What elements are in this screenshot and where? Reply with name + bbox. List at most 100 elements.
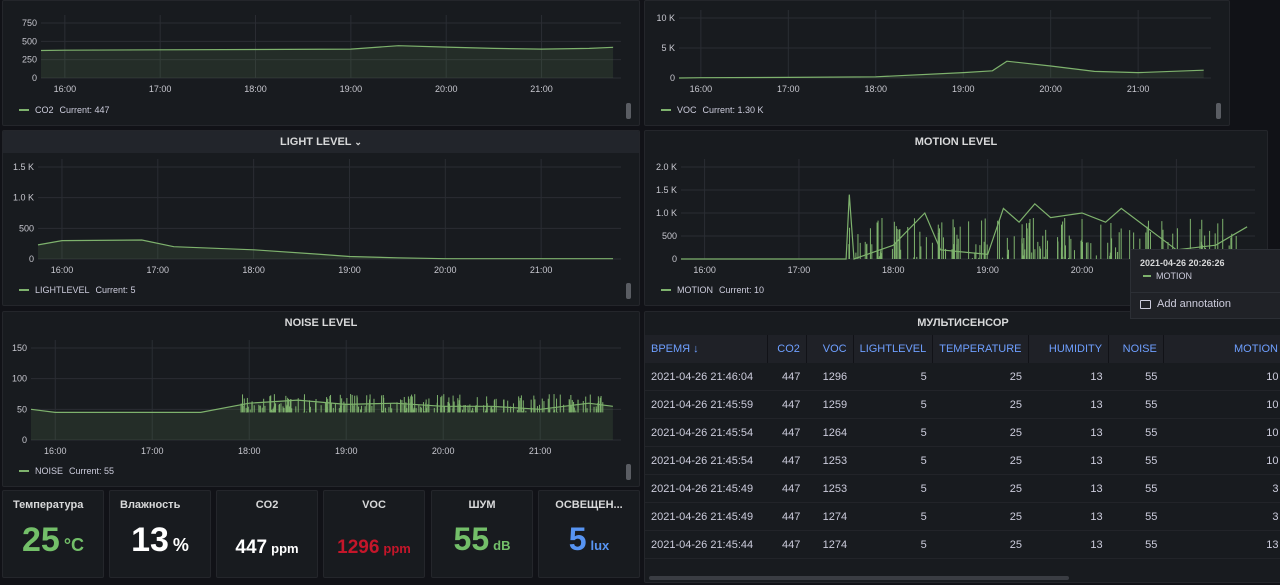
table-cell: 1253 bbox=[806, 446, 854, 475]
table-cell: 5 bbox=[853, 418, 933, 447]
table-cell: 10 bbox=[1163, 446, 1280, 475]
stat-unit: lux bbox=[590, 538, 610, 553]
stat-number: 5 bbox=[568, 521, 587, 557]
stat-title: Температура bbox=[13, 499, 84, 511]
stat-unit: ppm bbox=[383, 541, 411, 556]
table-cell: 13 bbox=[1028, 390, 1109, 419]
table-row[interactable]: 2021-04-26 21:45:49 447 1253 5 25 13 55 3 bbox=[645, 474, 1280, 503]
scrollbar[interactable] bbox=[626, 464, 631, 480]
series-area bbox=[38, 240, 613, 259]
table-cell: 55 bbox=[1108, 418, 1164, 447]
table-cell: 3 bbox=[1163, 502, 1280, 531]
table-cell: 25 bbox=[932, 363, 1029, 391]
light-legend[interactable]: LIGHTLEVEL Current: 5 bbox=[19, 285, 136, 295]
series-line bbox=[678, 60, 1204, 79]
x-tick-label: 17:00 bbox=[149, 84, 172, 94]
col-header-time[interactable]: ВРЕМЯ ↓ bbox=[645, 335, 768, 363]
motion-legend[interactable]: MOTION Current: 10 bbox=[661, 285, 764, 295]
table-cell: 5 bbox=[853, 390, 933, 419]
y-tick-label: 1.5 K bbox=[13, 162, 34, 172]
table-cell: 1259 bbox=[806, 390, 854, 419]
stat-panel: CO2 447 ppm bbox=[216, 490, 318, 578]
x-tick-label: 21:00 bbox=[530, 84, 553, 94]
light-panel: LIGHT LEVEL ⌄ 1.5 K 1.0 K 500 0 16:00 17:00 18… bbox=[2, 130, 640, 306]
table-cell: 55 bbox=[1108, 502, 1164, 531]
y-tick-label: 1.0 K bbox=[656, 208, 677, 218]
horizontal-scrollbar[interactable] bbox=[649, 576, 1069, 580]
y-tick-label: 0 bbox=[672, 254, 677, 264]
stat-unit: ppm bbox=[271, 541, 299, 556]
comment-icon bbox=[1140, 299, 1151, 309]
y-tick-label: 5 K bbox=[661, 43, 675, 53]
col-header-temperature[interactable]: TEMPERATURE bbox=[932, 335, 1029, 363]
series-area bbox=[41, 45, 614, 78]
tooltip-series-name: MOTION bbox=[1156, 271, 1192, 281]
legend-series-name: NOISE bbox=[35, 466, 64, 476]
table-cell: 13 bbox=[1028, 363, 1109, 391]
x-tick-label: 18:00 bbox=[238, 446, 261, 456]
stat-number: 447 bbox=[235, 537, 268, 558]
table-cell: 1274 bbox=[806, 530, 854, 559]
stat-value: 13% bbox=[110, 521, 210, 560]
voc-chart: 10 K 5 K 0 16:00 17:00 18:00 19:00 20:00 21:00 bbox=[656, 10, 1211, 94]
table-cell: 5 bbox=[853, 446, 933, 475]
co2-chart: 750 500 250 0 16:00 17:00 18:00 19:00 20:00 21:00 bbox=[22, 15, 621, 94]
x-tick-label: 21:00 bbox=[529, 446, 552, 456]
add-annotation-button[interactable]: Add annotation bbox=[1140, 298, 1231, 310]
table-cell: 2021-04-26 21:45:54 bbox=[645, 418, 768, 447]
stat-panel: Влажность 13% bbox=[109, 490, 211, 578]
y-tick-label: 100 bbox=[12, 374, 27, 384]
series-line bbox=[30, 399, 613, 413]
chevron-down-icon[interactable]: ⌄ bbox=[354, 137, 362, 147]
table-row[interactable]: 2021-04-26 21:45:44 447 1274 5 25 13 55 13 bbox=[645, 530, 1280, 559]
table-cell: 447 bbox=[767, 418, 807, 447]
table-row[interactable]: 2021-04-26 21:46:04 447 1296 5 25 13 55 10 bbox=[645, 363, 1280, 391]
table-cell: 447 bbox=[767, 446, 807, 475]
stat-unit: dB bbox=[493, 538, 511, 553]
y-tick-label: 500 bbox=[19, 223, 34, 233]
add-annotation-label: Add annotation bbox=[1157, 298, 1232, 310]
y-tick-label: 0 bbox=[29, 254, 34, 264]
y-tick-label: 500 bbox=[22, 36, 37, 46]
scrollbar[interactable] bbox=[626, 103, 631, 119]
table-row[interactable]: 2021-04-26 21:45:54 447 1253 5 25 13 55 10 bbox=[645, 446, 1280, 475]
table-cell: 5 bbox=[853, 502, 933, 531]
table-cell: 1253 bbox=[806, 474, 854, 503]
col-header-lightlevel[interactable]: LIGHTLEVEL bbox=[853, 335, 934, 363]
col-header-voc[interactable]: VOC bbox=[806, 335, 854, 363]
table-cell: 447 bbox=[767, 474, 807, 503]
table-wrap: ВРЕМЯ ↓ CO2 VOC LIGHTLEVEL TEMPERATURE H… bbox=[645, 335, 1280, 579]
legend-current: Current: 55 bbox=[69, 466, 115, 476]
col-header-noise[interactable]: NOISE bbox=[1108, 335, 1164, 363]
light-panel-header[interactable]: LIGHT LEVEL ⌄ bbox=[3, 131, 639, 153]
stat-unit: °C bbox=[63, 535, 85, 555]
x-tick-label: 19:00 bbox=[335, 446, 358, 456]
x-tick-label: 16:00 bbox=[693, 265, 716, 275]
stat-title: VOC bbox=[362, 499, 386, 511]
col-header-co2[interactable]: CO2 bbox=[767, 335, 807, 363]
legend-current: Current: 1.30 K bbox=[702, 105, 764, 115]
table-row[interactable]: 2021-04-26 21:45:49 447 1274 5 25 13 55 3 bbox=[645, 502, 1280, 531]
scrollbar[interactable] bbox=[1216, 103, 1221, 119]
legend-current: Current: 5 bbox=[95, 285, 136, 295]
table-cell: 13 bbox=[1028, 446, 1109, 475]
x-tick-label: 17:00 bbox=[788, 265, 811, 275]
noise-legend[interactable]: NOISE Current: 55 bbox=[19, 466, 114, 476]
co2-legend[interactable]: CO2 Current: 447 bbox=[19, 105, 110, 115]
x-tick-label: 16:00 bbox=[690, 84, 713, 94]
table-cell: 55 bbox=[1108, 530, 1164, 559]
series-area bbox=[31, 400, 613, 440]
multisensor-panel: МУЛЬТИСЕНСОР ВРЕМЯ ↓ CO2 VOC LIGHTLEVEL … bbox=[644, 311, 1280, 583]
table-cell: 13 bbox=[1163, 530, 1280, 559]
voc-legend[interactable]: VOC Current: 1.30 K bbox=[661, 105, 764, 115]
table-row[interactable]: 2021-04-26 21:45:54 447 1264 5 25 13 55 10 bbox=[645, 418, 1280, 447]
col-header-motion[interactable]: MOTION bbox=[1163, 335, 1280, 363]
x-tick-label: 17:00 bbox=[777, 84, 800, 94]
x-tick-label: 19:00 bbox=[340, 84, 363, 94]
table-row[interactable]: 2021-04-26 21:45:59 447 1259 5 25 13 55 10 bbox=[645, 390, 1280, 419]
stat-value: 1296 ppm bbox=[324, 537, 424, 559]
scrollbar[interactable] bbox=[626, 283, 631, 299]
col-header-humidity[interactable]: HUMIDITY bbox=[1028, 335, 1110, 363]
x-tick-label: 18:00 bbox=[244, 84, 267, 94]
y-tick-label: 1.0 K bbox=[13, 193, 34, 203]
